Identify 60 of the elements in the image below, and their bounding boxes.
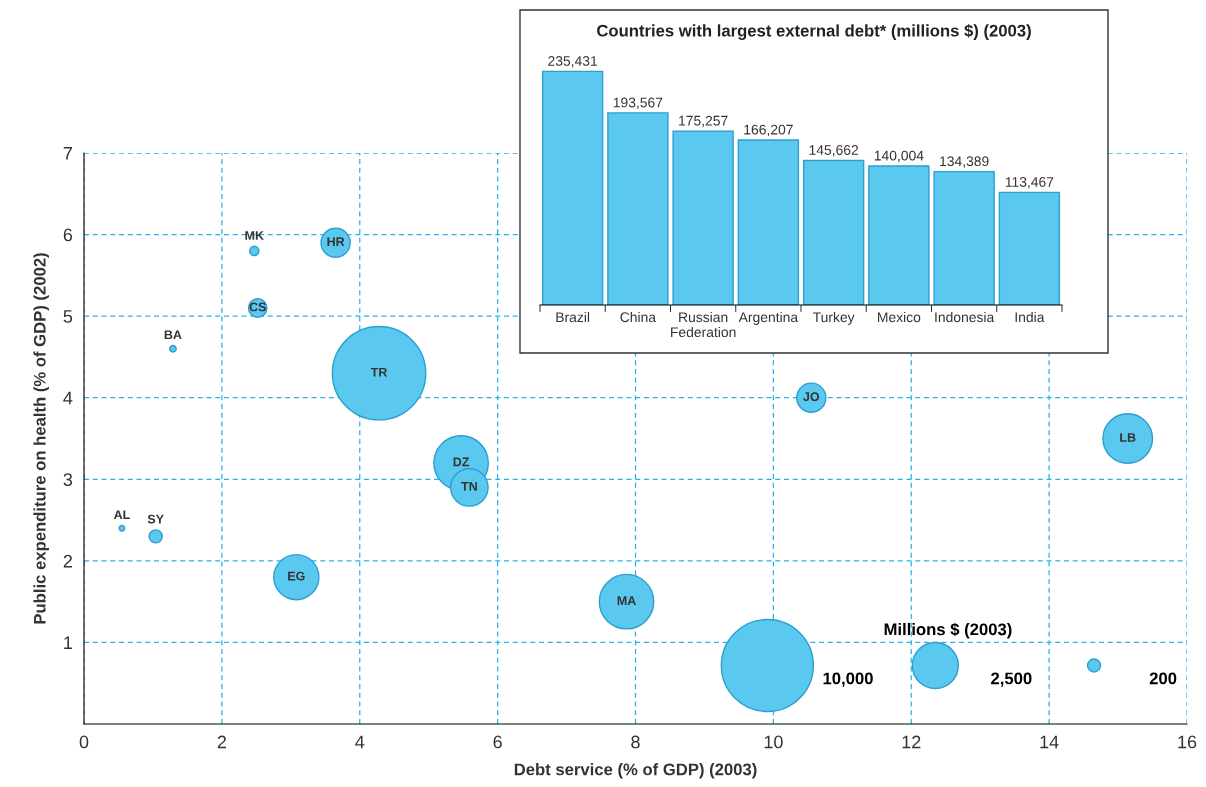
- bar: [998, 191, 1061, 305]
- x-tick-label: 4: [355, 735, 365, 749]
- y-tick-label: 3: [63, 473, 73, 487]
- bar: [672, 130, 734, 305]
- x-axis-title: Debt service (% of GDP) (2003): [514, 763, 757, 779]
- x-tick-label: Argentina: [738, 311, 799, 325]
- y-tick-label: 1: [64, 636, 73, 649]
- y-tick-label: 2: [63, 554, 72, 568]
- x-tick-label: 12: [902, 735, 921, 749]
- data-label: 113,467: [1005, 177, 1054, 189]
- annotation: BA: [164, 330, 182, 340]
- annotation: AL: [113, 510, 130, 520]
- x-tick-label: Indonesia: [935, 311, 995, 323]
- x-tick-label: 16: [1178, 735, 1197, 749]
- data-label: 235,431: [548, 56, 598, 68]
- x-tick-label: India: [1015, 311, 1045, 323]
- data-label: 140,004: [874, 150, 924, 163]
- y-tick-label: 5: [63, 310, 73, 323]
- annotation: TN: [461, 482, 477, 491]
- annotation: DZ: [453, 457, 470, 467]
- bar: [802, 159, 865, 305]
- x-tick-label: 2: [217, 735, 226, 749]
- annotation: SY: [147, 514, 164, 524]
- x-tick-label: Brazil: [556, 311, 590, 323]
- bar: [607, 112, 669, 305]
- x-tick-label: 10: [764, 735, 783, 749]
- x-tick-label: 14: [1040, 735, 1059, 749]
- y-tick-label: 6: [63, 228, 73, 242]
- legend-label: 10,000: [823, 672, 873, 687]
- x-tick-label: 6: [493, 735, 502, 749]
- annotation: EG: [288, 571, 305, 581]
- annotation: MK: [245, 231, 264, 240]
- bar: [933, 170, 995, 305]
- legend-label: 200: [1149, 672, 1177, 685]
- x-tick-label: 0: [79, 735, 89, 749]
- data-label: 166,207: [744, 124, 793, 137]
- bar: [737, 139, 800, 305]
- data-label: 134,389: [940, 156, 989, 168]
- x-tick-label: 8: [631, 735, 640, 749]
- y-axis-title: Public expenditure on health (% of GDP) (2002): [33, 253, 49, 624]
- legend-label: 2,500: [991, 672, 1032, 687]
- y-tick-label: 7: [63, 147, 72, 160]
- x-tick-label: China: [620, 311, 657, 323]
- annotation: LB: [1120, 433, 1136, 442]
- annotation: CS: [249, 302, 266, 312]
- chart-title: Countries with largest external debt* (millions $) (2003): [597, 24, 1031, 40]
- x-tick-label: Russian Federation: [671, 311, 736, 338]
- x-tick-label: Turkey: [812, 311, 855, 325]
- annotation: TR: [370, 367, 388, 377]
- y-tick-label: 4: [63, 391, 73, 405]
- data-label: 175,257: [679, 115, 728, 128]
- annotation: HR: [327, 237, 345, 246]
- bar: [868, 165, 930, 305]
- annotation: MA: [617, 596, 636, 605]
- data-label: 145,662: [809, 145, 859, 157]
- data-label: 193,567: [613, 97, 663, 110]
- annotation: JO: [803, 392, 820, 402]
- legend-title: Millions $ (2003): [884, 622, 1012, 639]
- x-tick-label: Mexico: [878, 311, 921, 323]
- bar: [541, 70, 604, 305]
